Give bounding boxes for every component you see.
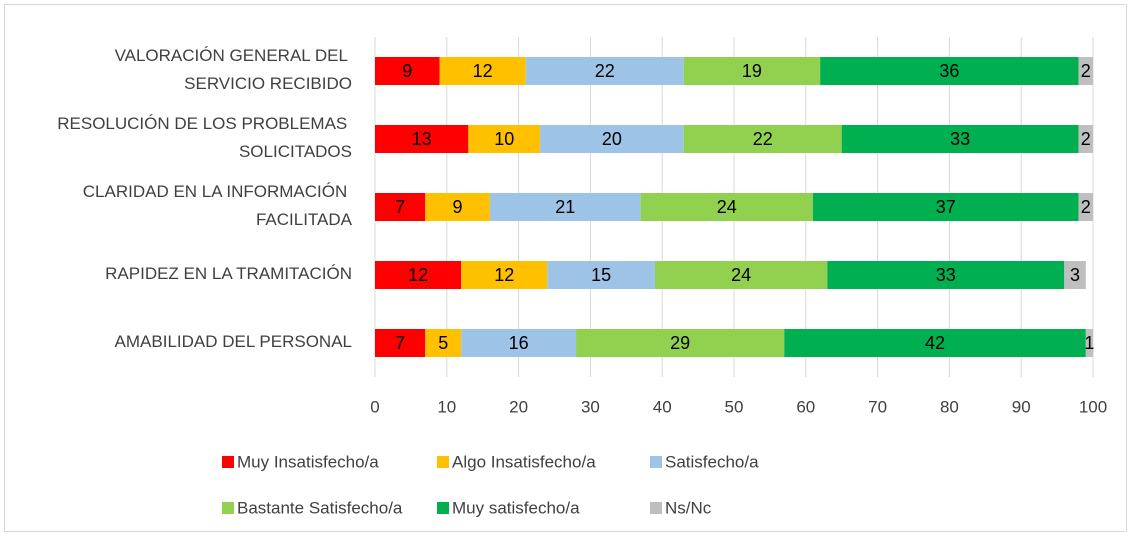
- x-tick-label: 0: [370, 397, 379, 416]
- bar-segment: [1078, 57, 1093, 85]
- data-label: 7: [395, 197, 405, 217]
- data-label: 24: [717, 197, 737, 217]
- y-tick-label: RESOLUCIÓN DE LOS PROBLEMAS SOLICITADOS: [57, 114, 352, 161]
- bar-segment: [820, 57, 1079, 85]
- data-label: 5: [438, 333, 448, 353]
- bar-segment: [540, 125, 684, 153]
- x-tick-label: 10: [437, 397, 456, 416]
- data-label: 7: [395, 333, 405, 353]
- bar-segment: [375, 125, 469, 153]
- bar-segment: [547, 261, 656, 289]
- bar-segment: [1078, 193, 1093, 221]
- data-label: 3: [1070, 265, 1080, 285]
- bar-segment: [827, 261, 1065, 289]
- bar-segment: [439, 57, 526, 85]
- data-label: 16: [509, 333, 529, 353]
- data-label: 33: [936, 265, 956, 285]
- x-tick-label: 100: [1079, 397, 1107, 416]
- y-tick-label: RAPIDEZ EN LA TRAMITACIÓN: [105, 264, 352, 283]
- data-label: 20: [602, 129, 622, 149]
- data-label: 9: [453, 197, 463, 217]
- data-label: 10: [494, 129, 514, 149]
- bar-segment: [461, 329, 577, 357]
- data-label: 24: [731, 265, 751, 285]
- bar-segment: [683, 57, 821, 85]
- data-label: 19: [742, 61, 762, 81]
- bar-segment: [841, 125, 1079, 153]
- data-label: 1: [1084, 333, 1094, 353]
- bar-segment: [640, 193, 813, 221]
- legend-label: Bastante Satisfecho/a: [237, 498, 403, 517]
- bar-segment: [525, 57, 684, 85]
- y-tick-label: CLARIDAD EN LA INFORMACIÓN FACILITADA: [83, 182, 353, 229]
- bar-segment: [1085, 329, 1093, 357]
- data-label: 21: [555, 197, 575, 217]
- data-label: 33: [950, 129, 970, 149]
- data-label: 2: [1081, 61, 1091, 81]
- legend-swatch: [650, 456, 662, 468]
- bar-segment: [425, 329, 462, 357]
- data-label: 12: [473, 61, 493, 81]
- legend-label: Muy satisfecho/a: [452, 498, 580, 517]
- legend-label: Muy Insatisfecho/a: [237, 452, 379, 471]
- legend-label: Algo Insatisfecho/a: [452, 452, 596, 471]
- data-label: 15: [591, 265, 611, 285]
- bar-segment: [655, 261, 828, 289]
- data-label: 22: [753, 129, 773, 149]
- x-tick-label: 40: [653, 397, 672, 416]
- legend-label: Satisfecho/a: [665, 452, 759, 471]
- y-tick-label: AMABILIDAD DEL PERSONAL: [115, 332, 352, 351]
- bar-segment: [1064, 261, 1086, 289]
- data-label: 37: [936, 197, 956, 217]
- bar-segment: [683, 125, 842, 153]
- bar-segment: [489, 193, 641, 221]
- legend-swatch: [437, 502, 449, 514]
- data-label: 12: [408, 265, 428, 285]
- x-tick-label: 90: [1012, 397, 1031, 416]
- legend-swatch: [222, 502, 234, 514]
- bar-segment: [375, 329, 426, 357]
- legend-label: Ns/Nc: [665, 498, 712, 517]
- x-tick-label: 80: [940, 397, 959, 416]
- x-tick-label: 70: [868, 397, 887, 416]
- legend-swatch: [222, 456, 234, 468]
- data-label: 29: [670, 333, 690, 353]
- data-label: 2: [1081, 197, 1091, 217]
- y-tick-label: VALORACIÓN GENERAL DEL SERVICIO RECIBIDO: [115, 46, 352, 93]
- bar-segment: [812, 193, 1079, 221]
- bar-segment: [576, 329, 785, 357]
- data-label: 12: [494, 265, 514, 285]
- data-label: 36: [939, 61, 959, 81]
- bar-segment: [461, 261, 548, 289]
- bar-segment: [468, 125, 541, 153]
- bar-segment: [425, 193, 490, 221]
- data-label: 42: [925, 333, 945, 353]
- x-tick-label: 30: [581, 397, 600, 416]
- data-label: 13: [412, 129, 432, 149]
- bar-segment: [1078, 125, 1093, 153]
- data-label: 22: [595, 61, 615, 81]
- x-tick-label: 50: [725, 397, 744, 416]
- bar-segment: [375, 261, 462, 289]
- x-tick-label: 60: [796, 397, 815, 416]
- legend-swatch: [650, 502, 662, 514]
- data-label: 2: [1081, 129, 1091, 149]
- bar-segment: [784, 329, 1086, 357]
- bar-segment: [375, 57, 440, 85]
- legend-swatch: [437, 456, 449, 468]
- x-tick-label: 20: [509, 397, 528, 416]
- bar-segment: [375, 193, 426, 221]
- data-label: 9: [402, 61, 412, 81]
